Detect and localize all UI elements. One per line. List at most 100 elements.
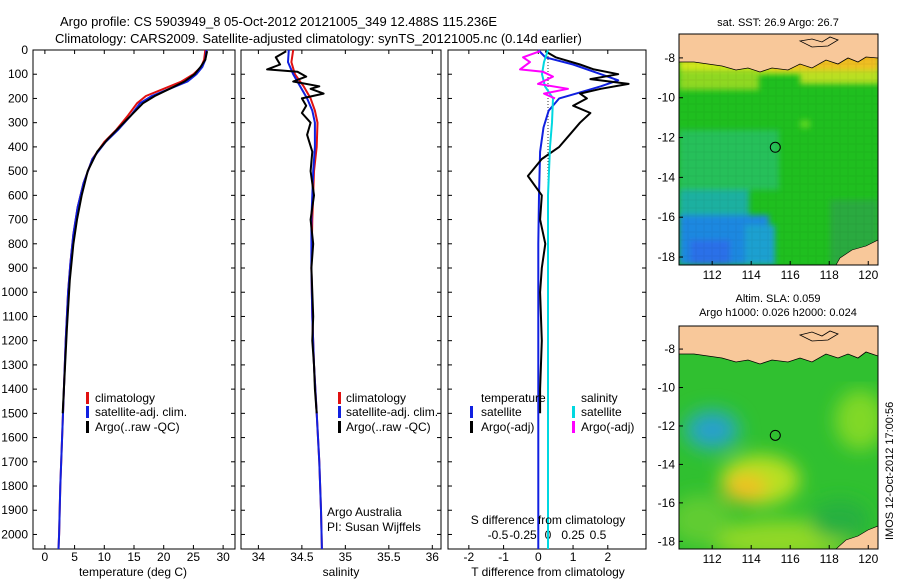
x-tick-label: 34 <box>252 550 266 564</box>
map-y-tick-label: -18 <box>658 534 676 548</box>
temperature-xlabel: temperature (deg C) <box>79 565 187 579</box>
salinity-panel: 34 34.5 35 35.5 36 salinity climatology sate… <box>240 49 442 579</box>
map-x-tick-label: 112 <box>703 552 722 566</box>
map-y-tick-label: -18 <box>658 250 676 264</box>
depth-tick-label: 900 <box>8 261 28 275</box>
series-line-s-argo-adj <box>519 50 569 100</box>
x-tick-label: -2 <box>464 550 475 564</box>
s-diff-tick-label: -0.5 <box>488 528 509 542</box>
legend-swatch-argo <box>86 421 89 433</box>
x-tick-label: 25 <box>187 550 201 564</box>
sst-map-image <box>679 34 878 265</box>
sla-map-title-line1: Altim. SLA: 0.059 <box>736 293 821 305</box>
temperature-plot-frame <box>32 49 236 550</box>
salinity-plot-frame <box>240 49 442 550</box>
s-diff-tick-label: 0.5 <box>590 528 607 542</box>
depth-tick-label: 500 <box>8 164 28 178</box>
depth-tick-label: 800 <box>8 237 28 251</box>
x-tick-label: 15 <box>127 550 141 564</box>
map-y-tick-label: -12 <box>658 131 676 145</box>
depth-tick-label: 400 <box>8 140 28 154</box>
depth-tick-label: 700 <box>8 213 28 227</box>
x-tick-label: 30 <box>216 550 230 564</box>
depth-tick-label: 1200 <box>1 334 28 348</box>
legend-label-s-argo: Argo(-adj) <box>581 420 634 434</box>
map-y-tick-label: -10 <box>658 91 676 105</box>
depth-tick-label: 1900 <box>1 503 28 517</box>
temperature-panel: 0100200300400500600700800900100011001200… <box>1 43 236 579</box>
map-x-tick-label: 118 <box>820 268 839 282</box>
x-tick-label: 0 <box>42 550 49 564</box>
series-line-t-argo-adj <box>526 50 630 414</box>
map-x-tick-label: 112 <box>703 268 722 282</box>
figure-title-line1: Argo profile: CS 5903949_8 05-Oct-2012 2… <box>60 14 497 29</box>
depth-tick-label: 1800 <box>1 479 28 493</box>
series-line-argo-raw-qc <box>61 50 209 414</box>
difference-panel: -2 -1 0 1 2-0.5 -0.25 0 0.25 0.5 S difference fr… <box>447 49 647 579</box>
t-difference-xlabel: T difference from climatology <box>471 565 625 579</box>
map-y-tick-label: -8 <box>664 51 675 65</box>
sla-map-frame <box>678 325 879 550</box>
legend-swatch-s-satellite <box>572 406 575 418</box>
depth-tick-label: 1300 <box>1 358 28 372</box>
legend-title-temperature: temperature <box>481 391 546 405</box>
depth-tick-label: 200 <box>8 91 28 105</box>
series-line-argo-raw-qc <box>266 50 325 414</box>
legend-swatch-t-argo <box>470 421 473 433</box>
map-x-tick-label: 118 <box>820 552 839 566</box>
series-line-t-satellite <box>537 49 620 549</box>
x-tick-label: 2 <box>604 550 611 564</box>
figure-title-line2: Climatology: CARS2009. Satellite-adjuste… <box>55 31 582 46</box>
salinity-xlabel: salinity <box>323 565 360 579</box>
map-x-tick-label: 116 <box>781 268 800 282</box>
map-x-tick-label: 116 <box>781 552 800 566</box>
x-tick-label: 35 <box>339 550 353 564</box>
depth-tick-label: 1700 <box>1 455 28 469</box>
argo-position-marker <box>769 141 781 153</box>
sst-map-title: sat. SST: 26.9 Argo: 26.7 <box>717 17 839 29</box>
legend-label-satellite-adj: satellite-adj. clim. <box>95 405 187 419</box>
map-x-tick-label: 114 <box>742 552 761 566</box>
map-x-tick-label: 120 <box>858 552 878 566</box>
legend-label-argo: Argo(..raw -QC) <box>346 420 431 434</box>
legend-label-argo: Argo(..raw -QC) <box>95 420 180 434</box>
depth-tick-label: 2000 <box>1 527 28 541</box>
x-tick-label: 34.5 <box>290 550 314 564</box>
sla-map-panel: Altim. SLA: 0.059 Argo h1000: 0.026 h200… <box>658 293 879 566</box>
x-tick-label: 20 <box>157 550 171 564</box>
depth-tick-label: 1400 <box>1 382 28 396</box>
legend-swatch-climatology <box>338 392 341 404</box>
temperature-diff-legend: temperature satellite Argo(-adj) <box>470 391 546 434</box>
map-y-tick-label: -14 <box>658 457 676 471</box>
x-tick-label: 1 <box>570 550 577 564</box>
map-x-tick-label: 120 <box>858 268 878 282</box>
depth-tick-label: 600 <box>8 188 28 202</box>
series-line-s-satellite <box>541 49 554 549</box>
s-diff-tick-label: 0.25 <box>561 528 585 542</box>
x-tick-label: 10 <box>98 550 112 564</box>
map-y-tick-label: -10 <box>658 381 676 395</box>
legend-label-climatology: climatology <box>95 391 155 405</box>
map-y-tick-label: -16 <box>658 496 676 510</box>
x-tick-label: 36 <box>426 550 440 564</box>
legend-label-t-argo: Argo(-adj) <box>481 420 534 434</box>
depth-tick-label: 1000 <box>1 285 28 299</box>
map-y-tick-label: -14 <box>658 170 676 184</box>
sla-map-image <box>679 326 878 549</box>
map-x-tick-label: 114 <box>742 268 761 282</box>
salinity-legend: climatology satellite-adj. clim. Argo(..… <box>338 391 438 434</box>
sst-map-frame <box>678 33 879 266</box>
s-difference-xlabel: S difference from climatology <box>471 513 626 527</box>
depth-tick-label: 1500 <box>1 406 28 420</box>
depth-tick-label: 100 <box>8 67 28 81</box>
legend-swatch-climatology <box>86 392 89 404</box>
legend-label-climatology: climatology <box>346 391 406 405</box>
temperature-legend: climatology satellite-adj. clim. Argo(..… <box>86 391 187 434</box>
legend-title-salinity: salinity <box>581 391 618 405</box>
x-tick-label: -1 <box>498 550 509 564</box>
sst-map-panel: sat. SST: 26.9 Argo: 26.7 <box>658 17 879 282</box>
depth-tick-label: 1600 <box>1 431 28 445</box>
sla-map-title-line2: Argo h1000: 0.026 h2000: 0.024 <box>699 307 857 319</box>
x-tick-label: 35.5 <box>377 550 401 564</box>
